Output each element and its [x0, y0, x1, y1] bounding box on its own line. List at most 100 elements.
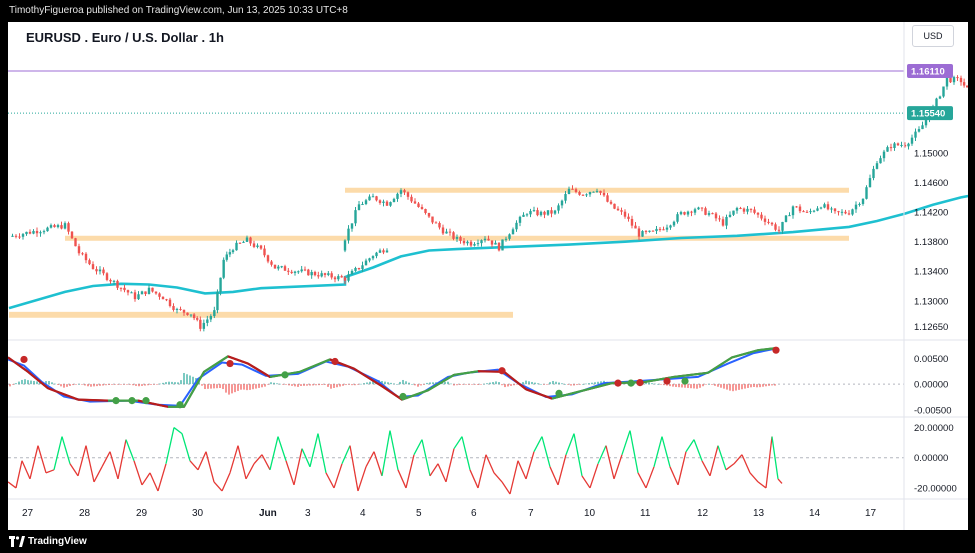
oscillator-segment — [309, 433, 319, 467]
macd-hist-bar — [645, 382, 647, 385]
candle-body — [140, 291, 144, 295]
macd-hist-bar — [267, 384, 269, 385]
candle-body — [760, 214, 763, 219]
candle-body — [165, 299, 168, 301]
candle-body — [172, 306, 175, 310]
candle-body — [361, 265, 364, 270]
oscillator-segment — [229, 445, 239, 474]
macd-signal-segment — [707, 356, 733, 374]
candle-body — [802, 211, 805, 213]
candle-body — [711, 213, 714, 215]
macd-cross-dot — [636, 379, 644, 387]
chart-title: EURUSD . Euro / U.S. Dollar . 1h — [26, 30, 224, 45]
macd-hist-bar — [12, 384, 14, 385]
macd-cross-dot — [627, 379, 635, 387]
macd-hist-bar — [321, 384, 323, 385]
oscillator-segment — [45, 469, 55, 474]
oscillator-segment — [61, 436, 71, 464]
time-tick-label: 4 — [360, 508, 366, 519]
price-axis[interactable]: 1.165001.150001.146001.142001.138001.134… — [914, 38, 948, 333]
candle-body — [679, 212, 683, 215]
macd-hist-bar — [177, 382, 179, 385]
candle-body — [462, 240, 466, 244]
macd-hist-bar — [282, 384, 284, 385]
candle-body — [861, 198, 865, 204]
candle-body — [74, 238, 77, 247]
oscillator-axis[interactable]: 20.00000 0.00000 -20.00000 — [914, 423, 957, 494]
macd-cross-dot — [555, 389, 563, 398]
candle-body — [147, 287, 151, 295]
macd-hist-bar — [765, 384, 767, 387]
candle-body — [749, 208, 753, 210]
macd-hist-bar — [171, 381, 173, 385]
candle-body — [616, 208, 620, 211]
oscillator-segment — [405, 454, 415, 489]
candle-body — [431, 216, 434, 223]
candle-body — [266, 255, 270, 262]
candle-body — [42, 231, 46, 233]
macd-hist-bar — [243, 384, 245, 390]
macd-hist-bar — [471, 384, 473, 385]
candle-body — [511, 229, 515, 235]
price-tick-label: 1.12650 — [914, 322, 948, 333]
candle-body — [686, 211, 690, 215]
macd-hist-bar — [771, 384, 773, 386]
macd-hist-bar — [285, 384, 287, 385]
chart-svg[interactable]: 1.165001.150001.146001.142001.138001.134… — [7, 22, 975, 530]
macd-signal-segment — [381, 385, 403, 401]
macd-hist-bar — [57, 384, 59, 385]
candle-body — [303, 269, 307, 271]
oscillator-segment — [621, 430, 631, 455]
macd-hist-bar — [153, 384, 155, 385]
price-pane[interactable]: 1.165001.150001.146001.142001.138001.134… — [8, 22, 975, 340]
macd-hist-bar — [45, 381, 47, 385]
candle-body — [704, 208, 707, 215]
macd-pane[interactable]: 0.00500 0.00000 -0.00500 — [7, 346, 952, 417]
macd-hist-bar — [294, 384, 296, 387]
macd-axis[interactable]: 0.00500 0.00000 -0.00500 — [914, 354, 952, 416]
candle-body — [459, 237, 462, 241]
candle-body — [219, 277, 222, 292]
chart-area[interactable]: 1.165001.150001.146001.142001.138001.134… — [7, 22, 975, 530]
candle-body — [382, 250, 385, 253]
candle-body — [70, 231, 74, 239]
time-axis[interactable]: 27 28 29 30 Jun 3 4 5 6 7 10 11 12 13 14 17 — [22, 508, 877, 519]
candle-body — [427, 212, 431, 217]
candle-body — [949, 78, 952, 83]
oscillator-segment — [29, 445, 39, 480]
macd-tick-label: 0.00000 — [914, 380, 948, 391]
candle-body — [28, 231, 32, 234]
candle-body — [735, 207, 739, 211]
oscillator-segment — [525, 451, 535, 480]
macd-hist-bar — [369, 381, 371, 385]
macd-hist-bar — [129, 384, 131, 385]
time-tick-label: 11 — [640, 508, 651, 519]
oscillator-segment — [477, 454, 487, 489]
macd-hist-bar — [411, 384, 413, 385]
macd-cross-dot — [142, 397, 150, 405]
oscillator-segment — [181, 433, 191, 461]
macd-hist-bar — [372, 381, 374, 385]
time-tick-label: 7 — [528, 508, 534, 519]
macd-signal-segment — [227, 355, 249, 365]
oscillator-segment — [669, 466, 679, 486]
currency-button[interactable]: USD — [912, 25, 954, 47]
macd-hist-bar — [732, 384, 734, 392]
candle-body — [116, 280, 119, 288]
oscillator-segment — [685, 439, 695, 453]
oscillator-pane[interactable]: 20.00000 0.00000 -20.00000 — [7, 423, 957, 494]
macd-signal-segment — [353, 367, 383, 388]
macd-hist-bar — [393, 383, 395, 385]
macd-hist-bar — [240, 384, 242, 390]
candle-body — [837, 211, 840, 213]
candle-body — [851, 209, 854, 215]
price-tick-label: 1.14600 — [914, 178, 948, 189]
macd-hist-bar — [600, 381, 602, 385]
candle-body — [900, 144, 903, 146]
macd-signal-segment — [299, 358, 331, 373]
oscillator-segment — [613, 454, 623, 480]
oscillator-segment — [125, 439, 135, 461]
macd-hist-bar — [768, 384, 770, 386]
macd-hist-bar — [591, 382, 593, 385]
macd-hist-bar — [387, 382, 389, 385]
